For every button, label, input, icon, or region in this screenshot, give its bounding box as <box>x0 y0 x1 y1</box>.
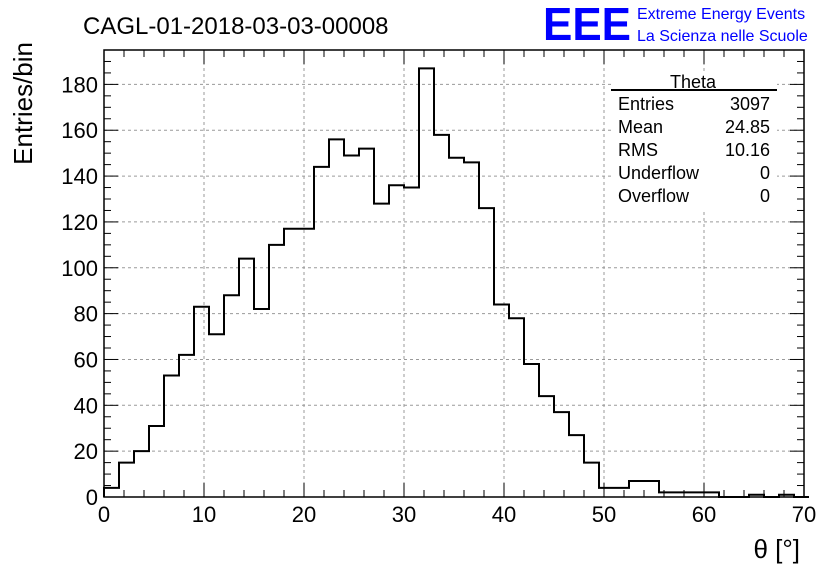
axis-ticks <box>103 49 805 498</box>
x-tick-label: 20 <box>292 502 316 527</box>
eee-logo-line2: La Scienza nelle Scuole <box>637 28 808 45</box>
y-tick-label: 60 <box>74 347 98 372</box>
stats-row-label: Entries <box>618 94 674 114</box>
eee-logo-line1: Extreme Energy Events <box>637 6 805 23</box>
chart-title: CAGL-01-2018-03-03-00008 <box>83 13 389 40</box>
y-tick-label: 100 <box>61 256 98 281</box>
y-tick-label: 0 <box>86 485 98 510</box>
y-tick-label: 160 <box>61 118 98 143</box>
x-tick-label: 10 <box>192 502 216 527</box>
y-tick-label: 140 <box>61 164 98 189</box>
histogram-series <box>103 67 809 498</box>
y-tick-label: 120 <box>61 210 98 235</box>
stats-box-background <box>611 72 777 210</box>
y-tick-labels: 0 20 40 60 80 100 120 140 160 180 <box>61 72 98 510</box>
plot-frame <box>103 49 805 498</box>
stats-box: Theta Entries 3097 Mean 24.85 RMS 10.16 Underf… <box>611 72 777 210</box>
stats-row-value: 0 <box>760 186 770 206</box>
eee-logo: EEE Extreme Energy Events La Scienza nel… <box>543 0 808 50</box>
x-tick-label: 30 <box>392 502 416 527</box>
stats-row-value: 3097 <box>730 94 770 114</box>
y-tick-label: 80 <box>74 302 98 327</box>
stats-row-label: Overflow <box>618 186 690 206</box>
eee-logo-mark: EEE <box>543 0 631 50</box>
stats-box-title: Theta <box>670 72 717 92</box>
stats-row-label: RMS <box>618 140 658 160</box>
stats-row-label: Underflow <box>618 163 700 183</box>
x-tick-label: 60 <box>692 502 716 527</box>
x-tick-labels: 0 10 20 30 40 50 60 70 <box>98 502 816 527</box>
x-axis-label: θ [°] <box>753 534 800 564</box>
x-tick-label: 70 <box>792 502 816 527</box>
x-tick-label: 0 <box>98 502 110 527</box>
stats-row-value: 10.16 <box>725 140 770 160</box>
y-tick-label: 20 <box>74 439 98 464</box>
stats-row-label: Mean <box>618 117 663 137</box>
x-tick-label: 40 <box>492 502 516 527</box>
x-tick-label: 50 <box>592 502 616 527</box>
stats-row-value: 0 <box>760 163 770 183</box>
stats-row-value: 24.85 <box>725 117 770 137</box>
y-axis-label: Entries/bin <box>8 42 38 165</box>
y-tick-label: 40 <box>74 393 98 418</box>
y-tick-label: 180 <box>61 72 98 97</box>
